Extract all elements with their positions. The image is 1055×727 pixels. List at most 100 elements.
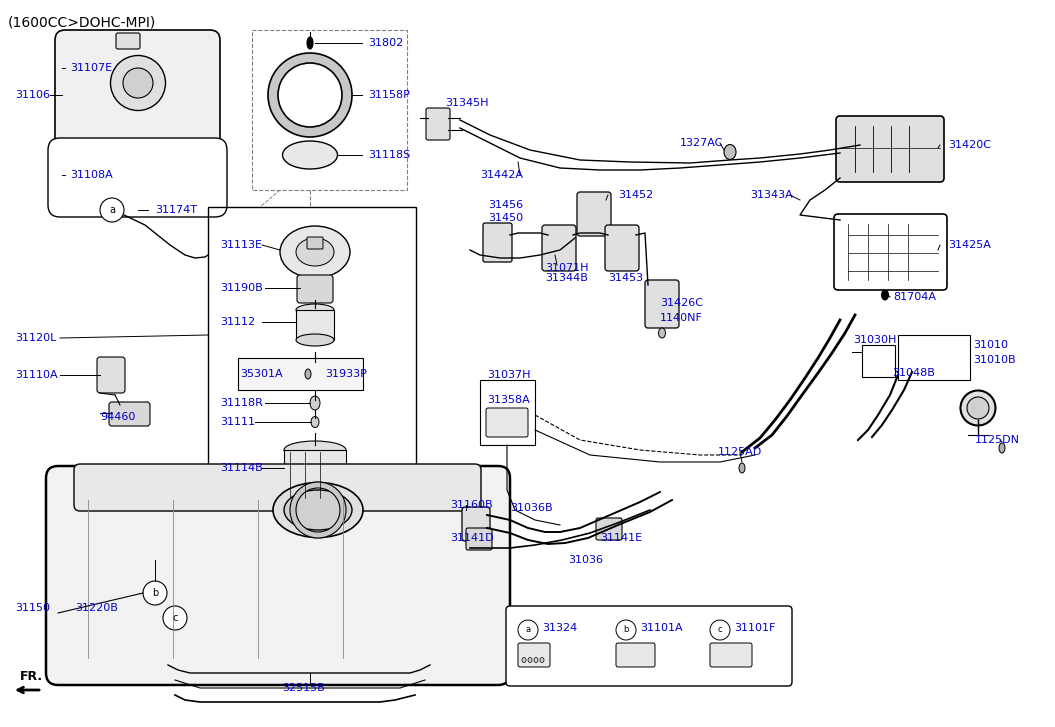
Text: 31174T: 31174T [155,205,197,215]
Text: 31344B: 31344B [545,273,588,283]
Text: 31107E: 31107E [70,63,112,73]
Ellipse shape [307,37,313,49]
Text: 31048B: 31048B [891,368,935,378]
FancyBboxPatch shape [426,108,450,140]
Text: 35301A: 35301A [239,369,283,379]
Text: 31158P: 31158P [368,90,410,100]
Ellipse shape [522,657,526,662]
Circle shape [518,620,538,640]
Text: 32515B: 32515B [282,683,325,693]
Text: FR.: FR. [20,670,43,683]
Text: 1327AC: 1327AC [680,138,724,148]
FancyBboxPatch shape [462,507,490,541]
Circle shape [710,620,730,640]
Text: 1125DN: 1125DN [975,435,1020,445]
Text: 31108A: 31108A [70,170,113,180]
FancyBboxPatch shape [835,214,947,290]
Text: 31450: 31450 [488,213,523,223]
FancyBboxPatch shape [596,518,622,540]
Text: 31114B: 31114B [220,463,263,473]
FancyBboxPatch shape [284,450,346,500]
FancyBboxPatch shape [506,606,792,686]
FancyBboxPatch shape [46,466,510,685]
Text: 31036B: 31036B [510,503,553,513]
FancyBboxPatch shape [116,33,140,49]
Text: 31220B: 31220B [75,603,118,613]
Text: 31345H: 31345H [445,98,488,108]
Text: 81704A: 81704A [893,292,936,302]
Text: 31343A: 31343A [750,190,792,200]
FancyBboxPatch shape [483,223,512,262]
FancyBboxPatch shape [577,192,611,236]
FancyBboxPatch shape [109,402,150,426]
Circle shape [164,606,187,630]
Text: 31101F: 31101F [734,623,775,633]
Text: 31113E: 31113E [220,240,262,250]
Circle shape [143,581,167,605]
Text: 31111: 31111 [220,417,255,427]
Ellipse shape [540,657,544,662]
Ellipse shape [967,397,989,419]
FancyBboxPatch shape [466,528,492,550]
Text: 31426C: 31426C [660,298,703,308]
Ellipse shape [123,68,153,98]
Ellipse shape [528,657,532,662]
FancyBboxPatch shape [486,408,528,437]
Ellipse shape [111,55,166,111]
Ellipse shape [999,443,1005,453]
Text: 31010B: 31010B [973,355,1016,365]
Text: 31141D: 31141D [450,533,494,543]
Text: 31037H: 31037H [487,370,531,380]
Ellipse shape [296,334,334,346]
Ellipse shape [296,304,334,316]
Ellipse shape [284,491,346,509]
Text: c: c [717,625,723,635]
Text: 31453: 31453 [608,273,644,283]
Ellipse shape [284,490,352,530]
Text: 31358A: 31358A [487,395,530,405]
Text: 94460: 94460 [100,412,135,422]
Ellipse shape [296,238,334,266]
Ellipse shape [534,657,538,662]
Text: 31120L: 31120L [15,333,56,343]
Text: 31456: 31456 [488,200,523,210]
Text: 31452: 31452 [618,190,653,200]
Ellipse shape [658,328,666,338]
FancyBboxPatch shape [47,138,227,217]
Text: 1125AD: 1125AD [718,447,763,457]
FancyBboxPatch shape [296,310,334,340]
FancyBboxPatch shape [605,225,639,271]
Text: 31010: 31010 [973,340,1008,350]
Text: 31118S: 31118S [368,150,410,160]
Text: 31160B: 31160B [450,500,493,510]
FancyBboxPatch shape [55,30,220,155]
FancyBboxPatch shape [238,358,363,390]
Text: 31190B: 31190B [220,283,263,293]
Text: (1600CC>DOHC-MPI): (1600CC>DOHC-MPI) [8,15,156,29]
FancyBboxPatch shape [307,237,323,249]
FancyBboxPatch shape [645,280,679,328]
FancyBboxPatch shape [616,643,655,667]
Text: 31030H: 31030H [853,335,897,345]
Text: b: b [152,588,158,598]
FancyBboxPatch shape [518,643,550,667]
Ellipse shape [310,396,320,410]
Text: a: a [525,625,531,635]
Circle shape [616,620,636,640]
Text: 31933P: 31933P [325,369,367,379]
Ellipse shape [283,141,338,169]
Text: 31141E: 31141E [600,533,642,543]
Text: 31802: 31802 [368,38,403,48]
Ellipse shape [273,483,363,537]
Ellipse shape [280,226,350,278]
Ellipse shape [960,390,996,425]
Text: 31106: 31106 [15,90,50,100]
FancyBboxPatch shape [298,275,333,303]
Text: 31150: 31150 [15,603,50,613]
Text: 31101A: 31101A [640,623,683,633]
Text: b: b [624,625,629,635]
Text: c: c [172,613,177,623]
Ellipse shape [882,290,888,300]
Ellipse shape [284,441,346,459]
Text: 31036: 31036 [568,555,603,565]
